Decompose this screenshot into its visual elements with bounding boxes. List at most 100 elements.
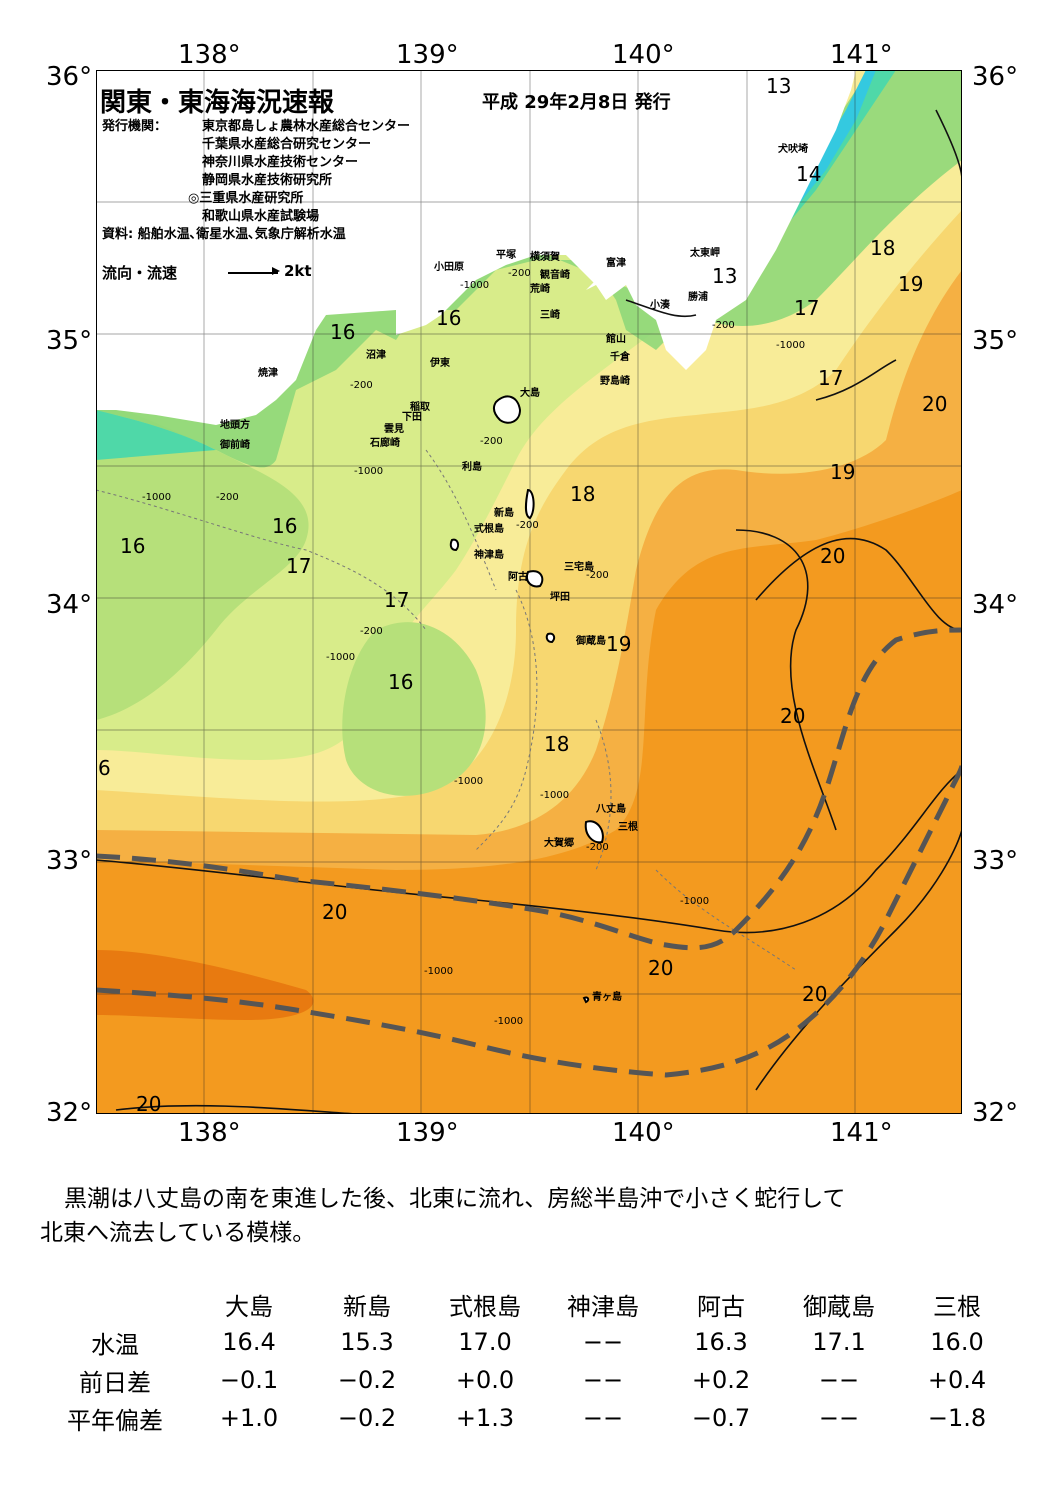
table-cell: +0.0 [455, 1366, 515, 1394]
place-kominato: 小湊 [650, 300, 670, 311]
place-ako: 阿古 [508, 572, 528, 583]
isotherm-label: 13 [766, 74, 792, 98]
place-odawara: 小田原 [434, 262, 464, 273]
lat-label-35-right: 35° [972, 326, 1019, 356]
lon-label-139-bottom: 139° [396, 1118, 459, 1148]
summary-line-1: 黒潮は八丈島の南を東進した後、北東に流れ、房総半島沖で小さく蛇行して [64, 1186, 846, 1212]
mikurajima-island [545, 632, 556, 644]
table-cell: −0.2 [337, 1404, 397, 1432]
isotherm-label: 17 [384, 588, 410, 612]
lon-label-140-top: 140° [612, 40, 675, 70]
depth-label: -200 [216, 492, 239, 503]
lat-label-33-left: 33° [46, 846, 93, 876]
islands [449, 395, 604, 1004]
depth-label: -1000 [326, 652, 356, 663]
miyakejima-island [526, 570, 544, 588]
table-cell: 16.3 [694, 1328, 748, 1356]
lon-label-138-bottom: 138° [178, 1118, 241, 1148]
place-okago: 大賀郷 [544, 838, 574, 849]
place-inatori: 稲取 [410, 402, 430, 413]
depth-label: -200 [360, 626, 383, 637]
isotherm-label: 17 [286, 554, 312, 578]
depth-contours [96, 449, 797, 971]
table-cell: +0.4 [927, 1366, 987, 1394]
table-cell: 17.0 [458, 1328, 512, 1356]
isotherm-label: 16 [272, 514, 298, 538]
issuer-2: 千葉県水産総合研究センター [202, 137, 372, 152]
isotherm-label: 16 [388, 670, 414, 694]
place-misaki: 三崎 [540, 310, 560, 321]
table-cell: −0.7 [691, 1404, 751, 1432]
place-miyakejima: 三宅島 [564, 562, 594, 573]
place-hiratsuka: 平塚 [496, 250, 516, 261]
col-header: 式根島 [449, 1292, 521, 1321]
place-futtsu: 富津 [606, 258, 626, 269]
depth-label: -1000 [424, 966, 454, 977]
depth-label: -200 [350, 380, 373, 391]
summary-text: 黒潮は八丈島の南を東進した後、北東に流れ、房総半島沖で小さく蛇行して 北東へ流去… [40, 1182, 846, 1250]
station-data-table: 大島 新島 式根島 神津島 阿古 御蔵島 三根 水温 16.4 15.3 17.… [40, 1285, 1016, 1437]
table-cell: −0.1 [219, 1366, 279, 1394]
table-cell: +0.2 [691, 1366, 751, 1394]
table-corner [40, 1285, 190, 1323]
lon-label-139-top: 139° [396, 40, 459, 70]
isotherm-label: 17 [818, 366, 844, 390]
zone-15-16-west [96, 400, 309, 720]
isotherm-label: 6 [98, 756, 111, 780]
place-tsubota: 坪田 [550, 592, 570, 603]
niijima-island [525, 488, 535, 520]
issuer-1: 東京都島しょ農林水産総合センター [202, 119, 411, 134]
col-header: 大島 [225, 1292, 273, 1321]
oshima-island [492, 395, 522, 424]
isotherm-label: 18 [544, 732, 570, 756]
isotherm-label: 20 [648, 956, 674, 980]
table-cell: −1.8 [927, 1404, 987, 1432]
place-kannonzaki: 観音崎 [540, 270, 570, 281]
isotherm-label: 18 [570, 482, 596, 506]
land-mass [96, 70, 856, 425]
lon-label-140-bottom: 140° [612, 1118, 675, 1148]
table-cell: 15.3 [340, 1328, 394, 1356]
depth-label: -1000 [680, 896, 710, 907]
lat-label-34-left: 34° [46, 590, 93, 620]
place-chikura: 千倉 [610, 352, 630, 363]
kuroshio-axis [96, 627, 962, 1078]
lat-label-33-right: 33° [972, 846, 1019, 876]
table-cell: −− [582, 1328, 624, 1356]
table-cell: −− [818, 1404, 860, 1432]
depth-label: -200 [586, 842, 609, 853]
depth-label: -1000 [142, 492, 172, 503]
table-cell: 16.0 [930, 1328, 984, 1356]
sea-temperature-map [96, 70, 962, 1114]
aogashima-island [582, 996, 590, 1004]
issuer-4: 静岡県水産技術研究所 [202, 173, 333, 188]
isotherm-label: 20 [820, 544, 846, 568]
issue-date: 平成 29年2月8日 発行 [482, 92, 671, 113]
col-header: 御蔵島 [803, 1292, 875, 1321]
place-yokosuka: 横須賀 [530, 252, 560, 263]
isotherm-label: 20 [922, 392, 948, 416]
lat-label-32-right: 32° [972, 1098, 1019, 1128]
table-cell: −0.2 [337, 1366, 397, 1394]
depth-label: -1000 [454, 776, 484, 787]
place-numazu: 沼津 [366, 350, 386, 361]
place-niijima: 新島 [494, 508, 514, 519]
place-kumomi: 雲見 [384, 424, 404, 435]
lat-label-32-left: 32° [46, 1098, 93, 1128]
place-tateyama: 館山 [606, 334, 626, 345]
isotherm-label: 20 [322, 900, 348, 924]
place-ito: 伊東 [430, 358, 450, 369]
table-row: 水温 16.4 15.3 17.0 −− 16.3 17.1 16.0 [40, 1323, 1016, 1361]
issuer-5: ◎三重県水産研究所 [188, 191, 304, 206]
issuer-list: 東京都島しょ農林水産総合センター 千葉県水産総合研究センター 神奈川県水産技術セ… [188, 118, 411, 226]
lat-label-36-left: 36° [46, 62, 93, 92]
issuer-label: 発行機関： [102, 119, 168, 134]
isotherm-label: 20 [802, 982, 828, 1006]
place-mitsune: 三根 [618, 822, 638, 833]
col-header: 新島 [343, 1292, 391, 1321]
isotherm-label: 19 [898, 272, 924, 296]
place-omaezaki: 御前崎 [220, 440, 250, 451]
depth-label: -200 [508, 268, 531, 279]
place-arasaki: 荒崎 [530, 284, 550, 295]
lon-label-138-top: 138° [178, 40, 241, 70]
